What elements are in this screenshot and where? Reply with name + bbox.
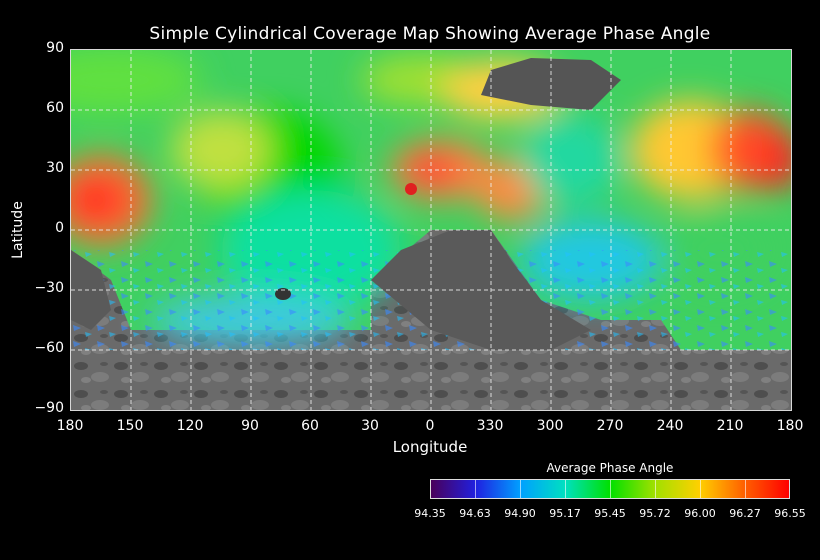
y-axis-label: Latitude: [10, 201, 26, 259]
y-tick-label: 30: [46, 160, 64, 176]
x-tick-label: 210: [716, 418, 744, 434]
colorbar-tick-label: 95.72: [639, 507, 671, 520]
x-tick-label: 0: [425, 418, 435, 434]
x-tick-label: 180: [56, 418, 84, 434]
colorbar-divider: [700, 480, 701, 498]
colorbar-tick-label: 94.35: [414, 507, 446, 520]
x-tick-label: 240: [656, 418, 684, 434]
x-tick-label: 270: [596, 418, 624, 434]
x-tick-label: 90: [241, 418, 259, 434]
colorbar-tick-label: 96.55: [774, 507, 806, 520]
colorbar-divider: [745, 480, 746, 498]
y-tick-label: 90: [46, 40, 64, 56]
y-tick-label: −30: [34, 280, 64, 296]
colorbar-tick-label: 94.90: [504, 507, 536, 520]
colorbar-divider: [565, 480, 566, 498]
y-tick-label: −90: [34, 400, 64, 416]
colorbar-tick-label: 96.00: [684, 507, 716, 520]
chart-title: Simple Cylindrical Coverage Map Showing …: [149, 24, 711, 44]
colorbar-divider: [520, 480, 521, 498]
colorbar-tick-label: 95.17: [549, 507, 581, 520]
colorbar-tick-label: 95.45: [594, 507, 626, 520]
x-tick-label: 120: [176, 418, 204, 434]
y-tick-label: 0: [55, 220, 64, 236]
y-tick-label: −60: [34, 340, 64, 356]
y-tick-label: 60: [46, 100, 64, 116]
x-tick-label: 60: [301, 418, 319, 434]
colorbar-divider: [610, 480, 611, 498]
colorbar: [430, 479, 790, 499]
colorbar-tick-label: 94.63: [459, 507, 491, 520]
x-axis-label: Longitude: [392, 438, 468, 456]
x-tick-label: 180: [776, 418, 804, 434]
grid-lines: [71, 50, 791, 410]
colorbar-divider: [655, 480, 656, 498]
x-tick-label: 150: [116, 418, 144, 434]
x-tick-label: 30: [361, 418, 379, 434]
colorbar-tick-label: 96.27: [729, 507, 761, 520]
colorbar-title: Average Phase Angle: [546, 461, 674, 475]
x-tick-label: 300: [536, 418, 564, 434]
x-tick-label: 330: [476, 418, 504, 434]
coverage-map: [70, 49, 792, 411]
colorbar-divider: [475, 480, 476, 498]
